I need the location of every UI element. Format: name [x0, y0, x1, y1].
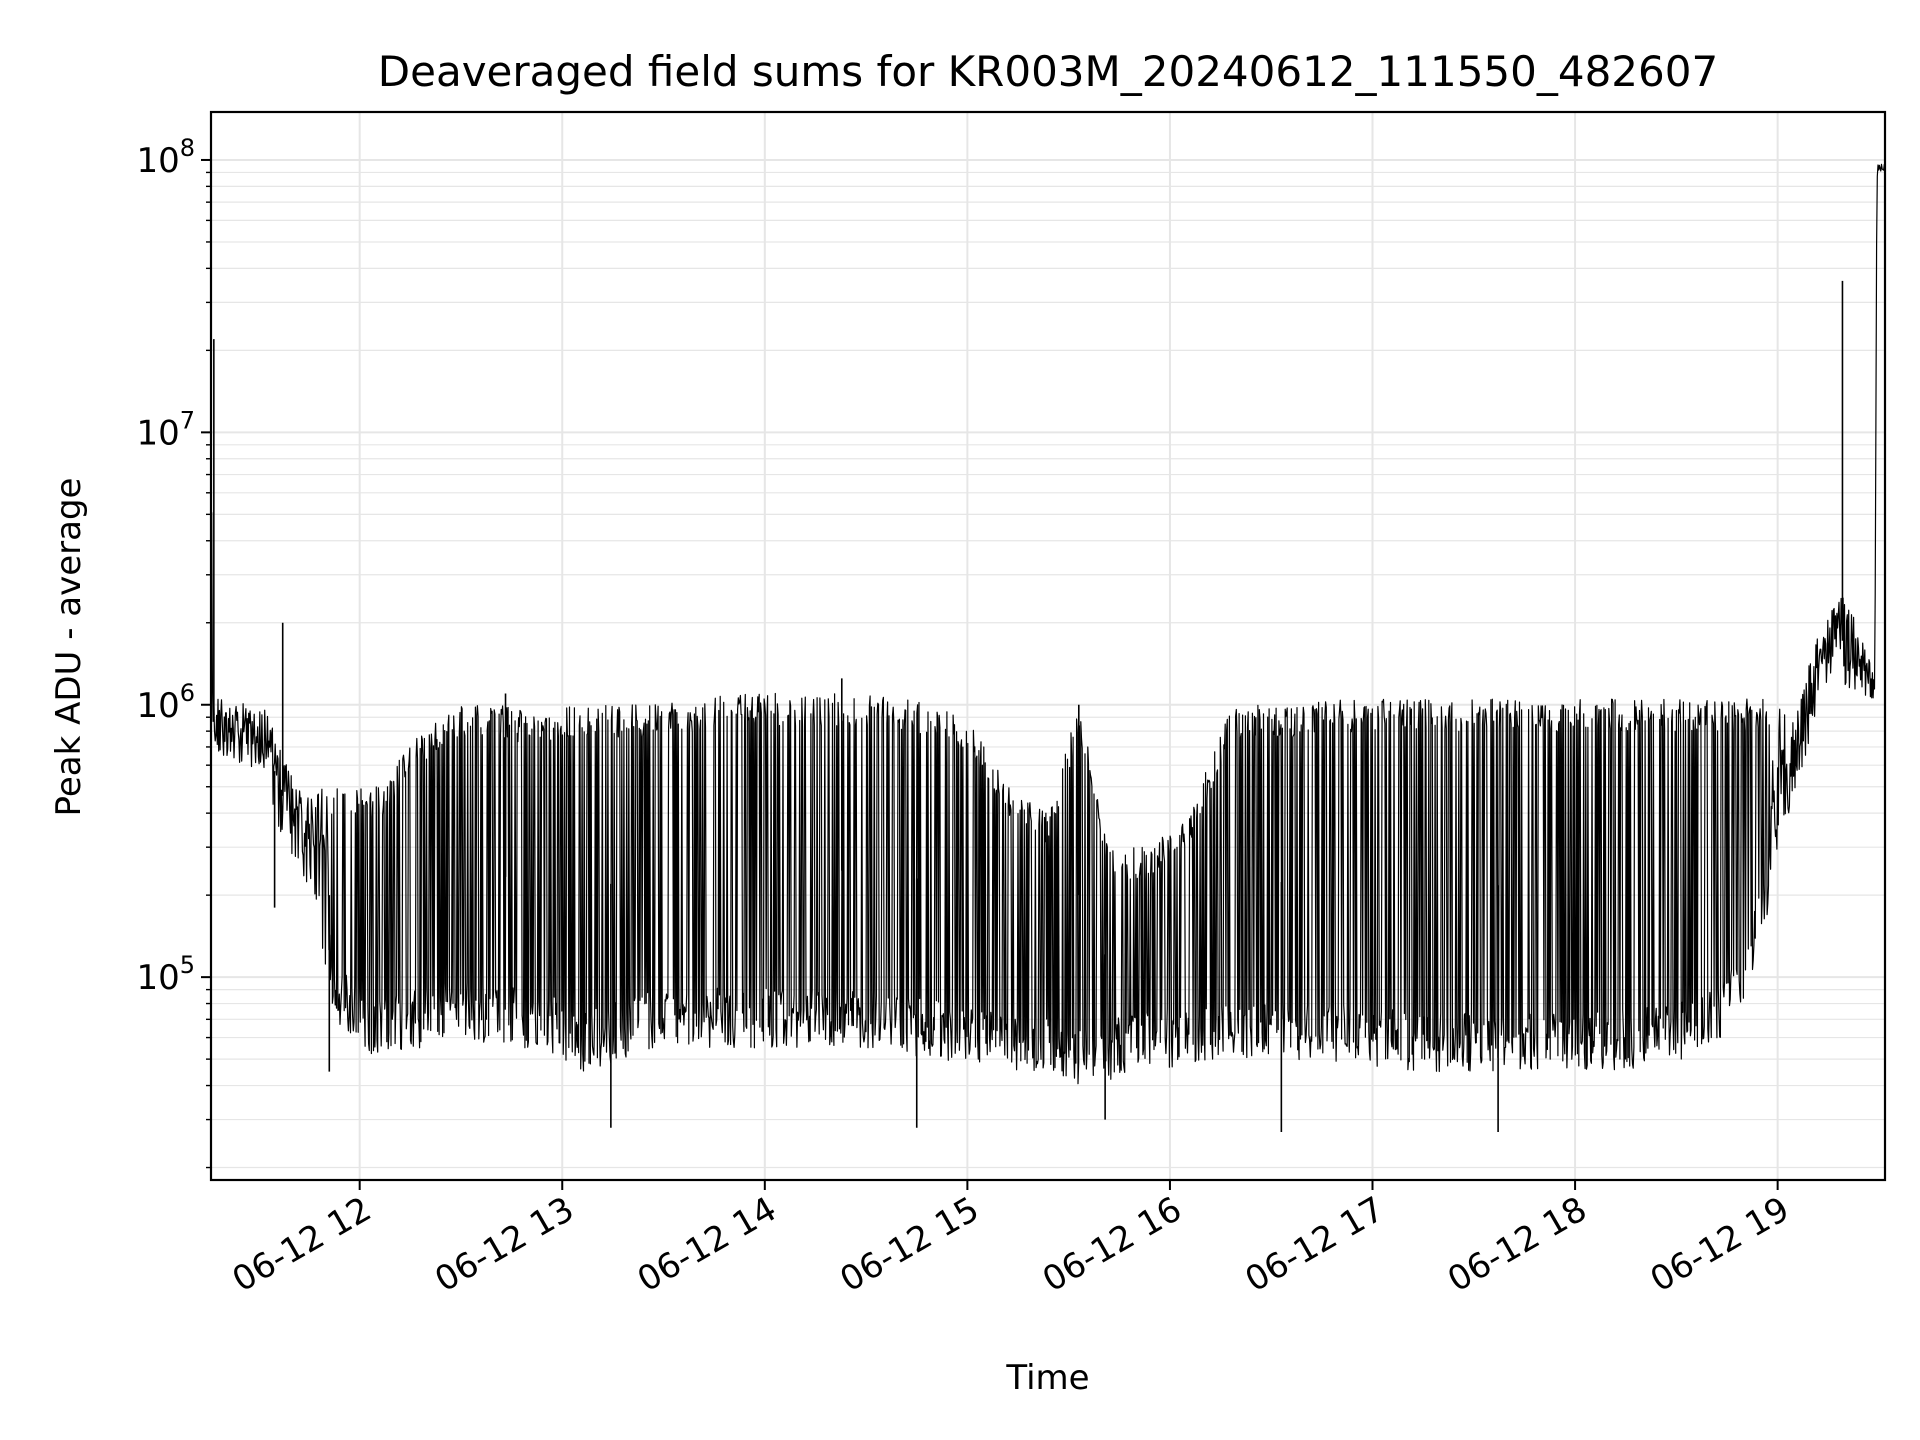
y-tick-label: 105 — [136, 951, 195, 998]
chart-title: Deaveraged field sums for KR003M_2024061… — [378, 47, 1718, 96]
series-line — [210, 163, 1886, 1085]
y-tick-label: 106 — [136, 679, 195, 726]
y-tick-label: 107 — [136, 406, 195, 453]
plot-frame — [209, 110, 1887, 1182]
x-axis-title: Time — [1005, 1358, 1089, 1398]
y-axis-title: Peak ADU - average — [49, 478, 89, 817]
series-layer — [210, 163, 1886, 1133]
y-tick-label: 108 — [136, 134, 195, 181]
